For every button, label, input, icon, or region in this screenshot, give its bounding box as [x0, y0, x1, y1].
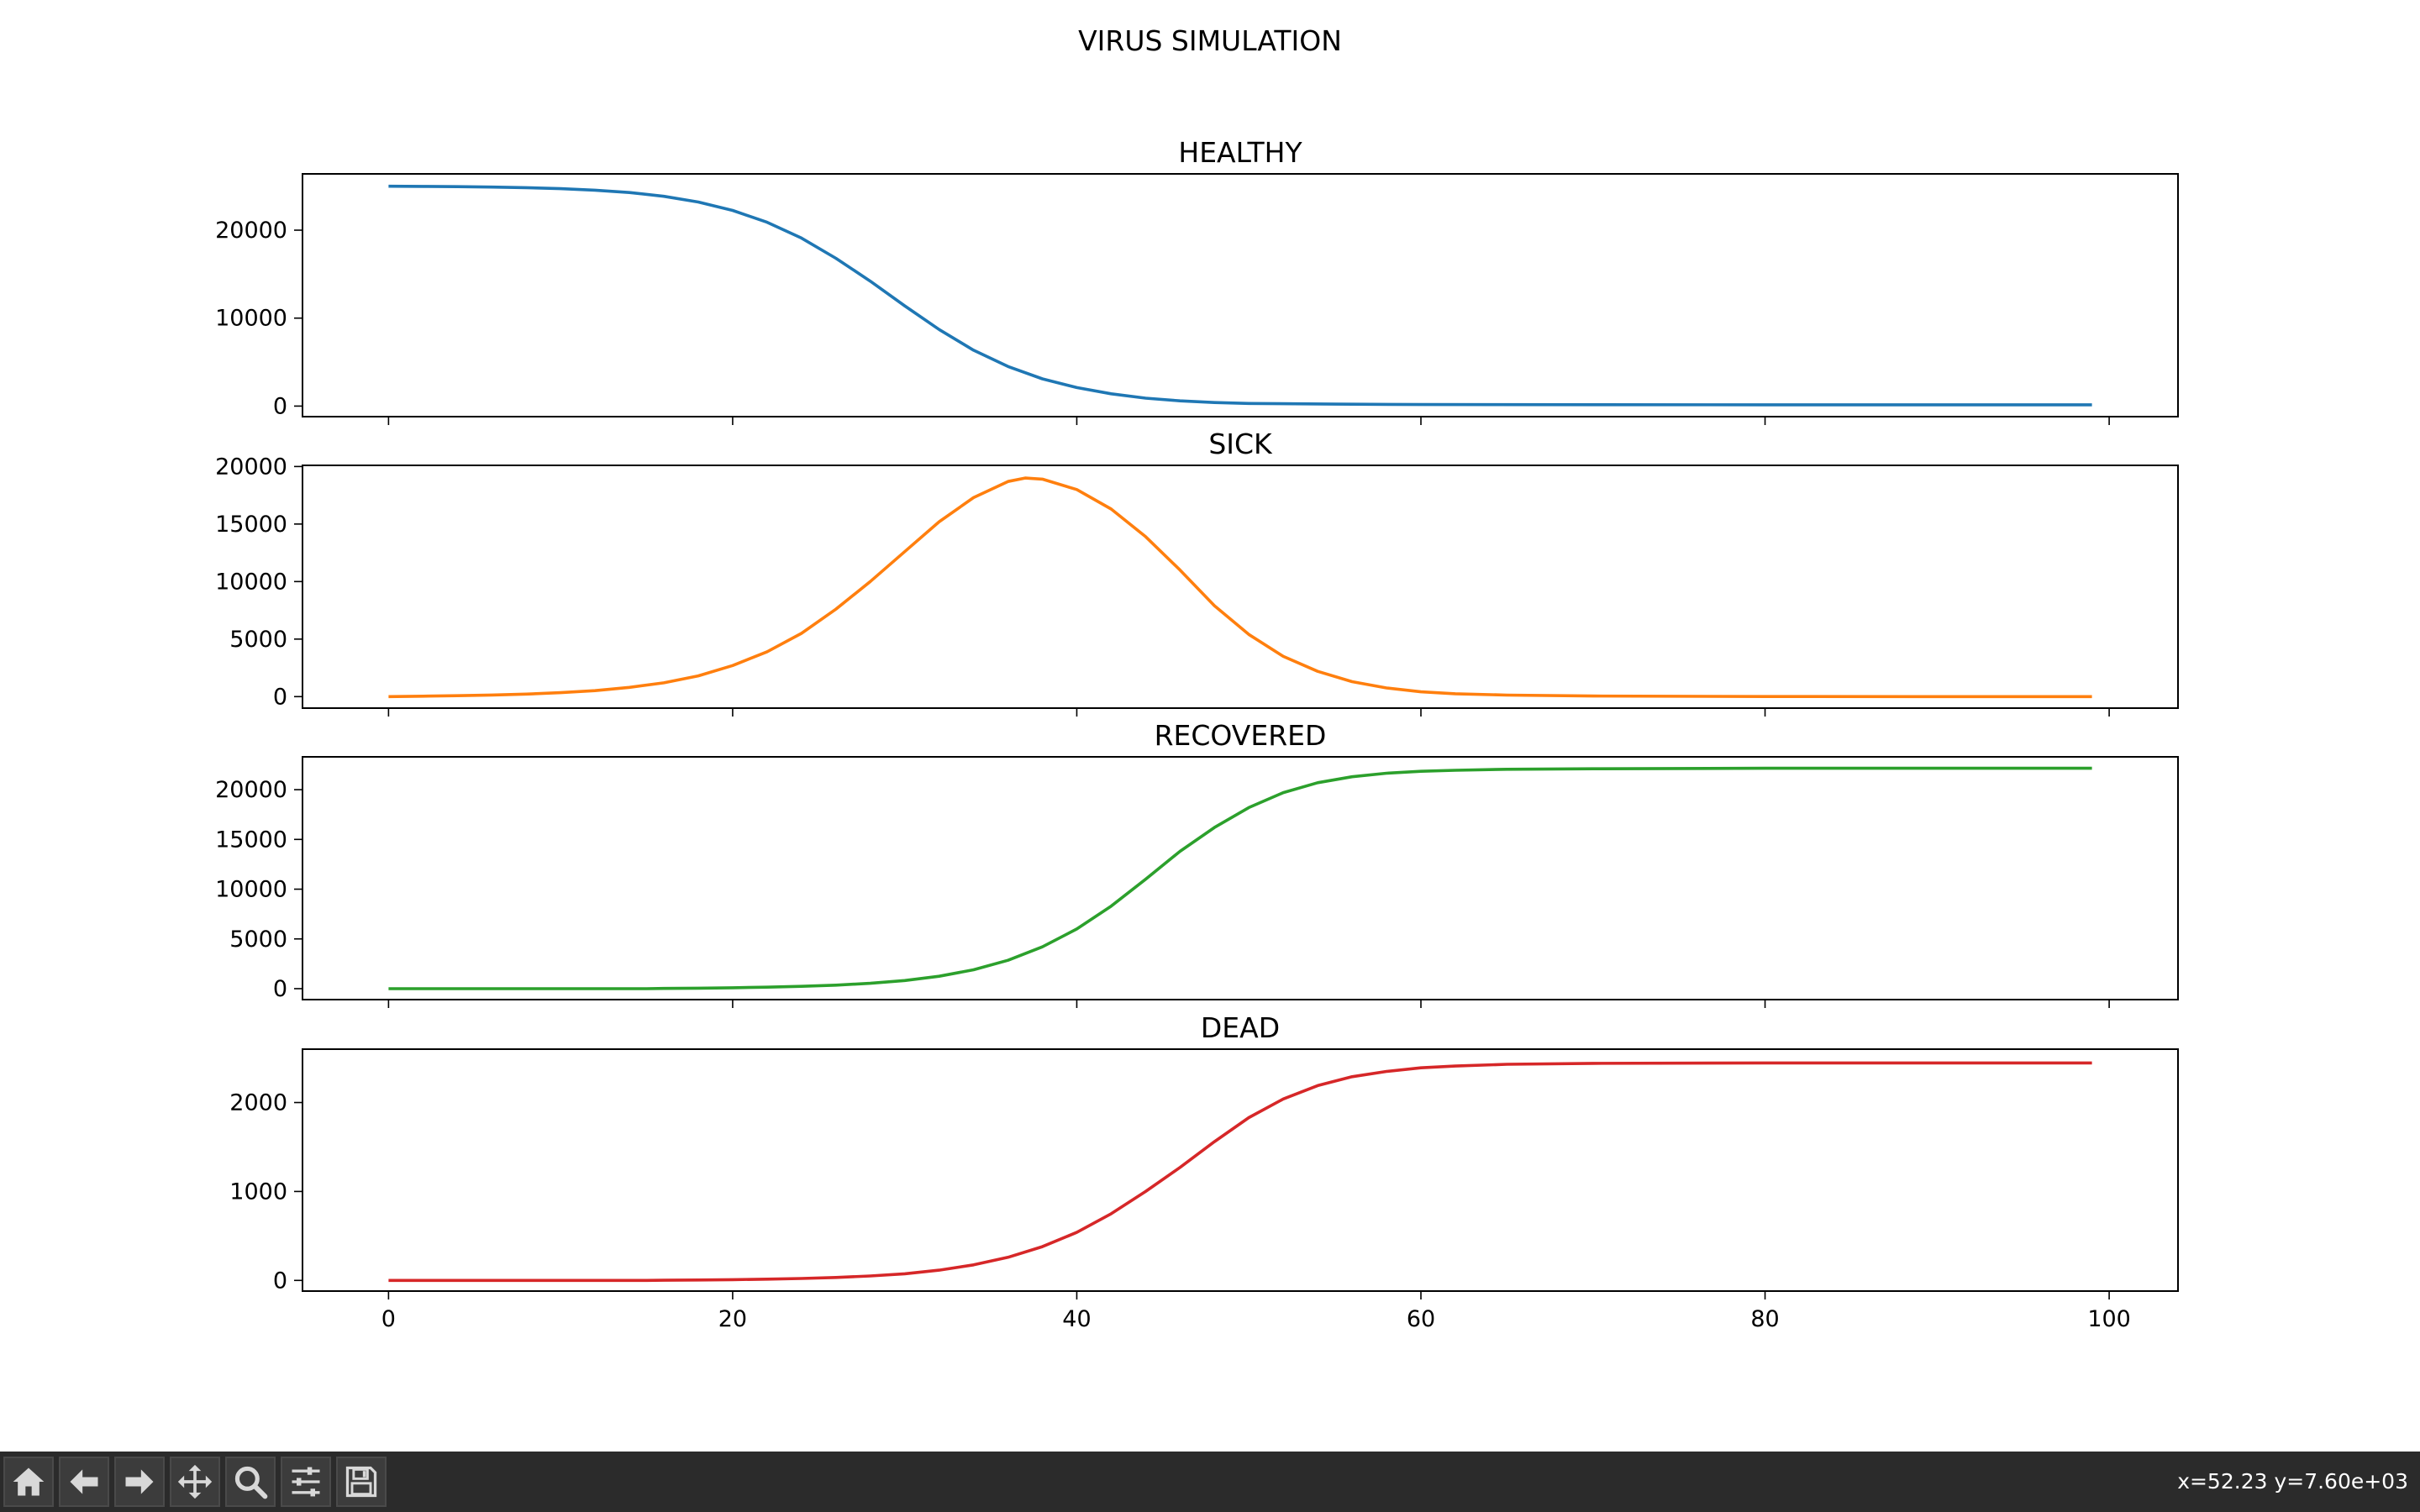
magnifier-icon [234, 1466, 268, 1499]
subplot-title: HEALTHY [1178, 136, 1302, 169]
y-tick-label: 0 [273, 976, 287, 1002]
floppy-disk-icon [345, 1466, 377, 1498]
series-line-healthy [388, 184, 2092, 407]
series-line-sick [388, 476, 2092, 699]
subplot-title: RECOVERED [1155, 719, 1327, 752]
subplot-title: DEAD [1201, 1011, 1280, 1044]
figure-suptitle: VIRUS SIMULATION [1078, 24, 1342, 57]
configure-subplots-button[interactable] [281, 1457, 331, 1507]
y-tick-label: 0 [273, 684, 287, 710]
subplot-healthy: HEALTHY 0 10000 20000 [215, 136, 2179, 425]
y-tick-label: 5000 [229, 927, 287, 953]
subplot-sick: SICK 0 5000 10000 15000 20000 [215, 428, 2179, 717]
series-line-dead [388, 1061, 2092, 1283]
y-tick-label: 15000 [215, 827, 287, 853]
move-icon [177, 1464, 213, 1499]
home-icon [13, 1467, 45, 1496]
x-tick-label: 60 [1407, 1306, 1435, 1332]
x-tick-label: 80 [1750, 1306, 1779, 1332]
x-tick-label: 20 [718, 1306, 747, 1332]
y-tick-label: 0 [273, 1268, 287, 1294]
y-tick-label: 2000 [229, 1090, 287, 1116]
subplot-recovered: RECOVERED 0 5000 10000 15000 20000 [215, 719, 2179, 1008]
save-button[interactable] [336, 1457, 387, 1507]
forward-button[interactable] [114, 1457, 165, 1507]
y-tick-label: 0 [273, 393, 287, 419]
pan-button[interactable] [170, 1457, 220, 1507]
axes-frame [302, 1048, 2179, 1292]
home-button[interactable] [3, 1457, 54, 1507]
axes-frame [302, 756, 2179, 1000]
y-tick-label: 20000 [215, 777, 287, 803]
y-tick-label: 5000 [229, 627, 287, 653]
y-tick-label: 10000 [215, 306, 287, 332]
x-tick-label: 40 [1062, 1306, 1091, 1332]
sliders-icon [292, 1467, 320, 1497]
subplot-dead: DEAD 0 1000 2000 0 20 40 60 80 100 [229, 1011, 2179, 1332]
subplot-title: SICK [1208, 428, 1273, 460]
axes-group: HEALTHY01000020000SICK050001000015000200… [215, 136, 2179, 1332]
zoom-button[interactable] [225, 1457, 276, 1507]
plot-area[interactable]: VIRUS SIMULATION HEALTHY01000020000SICK0… [0, 0, 2420, 1452]
x-tick-label: 0 [381, 1306, 396, 1332]
arrow-right-icon [125, 1469, 154, 1494]
navigation-toolbar: x=52.23 y=7.60e+03 [0, 1452, 2420, 1512]
cursor-coordinates: x=52.23 y=7.60e+03 [2177, 1469, 2408, 1494]
x-tick-label: 100 [2087, 1306, 2131, 1332]
y-tick-label: 10000 [215, 569, 287, 595]
figure-canvas[interactable]: VIRUS SIMULATION HEALTHY 0 10000 20000 SICK 0… [0, 0, 2420, 1452]
series-line-recovered [388, 766, 2092, 990]
y-tick-label: 1000 [229, 1179, 287, 1205]
y-tick-label: 20000 [215, 218, 287, 244]
axes-frame [302, 173, 2179, 417]
axes-frame [302, 465, 2179, 709]
y-tick-label: 10000 [215, 877, 287, 903]
y-tick-label: 15000 [215, 512, 287, 538]
y-tick-label: 20000 [215, 454, 287, 480]
arrow-left-icon [70, 1469, 98, 1494]
back-button[interactable] [59, 1457, 109, 1507]
